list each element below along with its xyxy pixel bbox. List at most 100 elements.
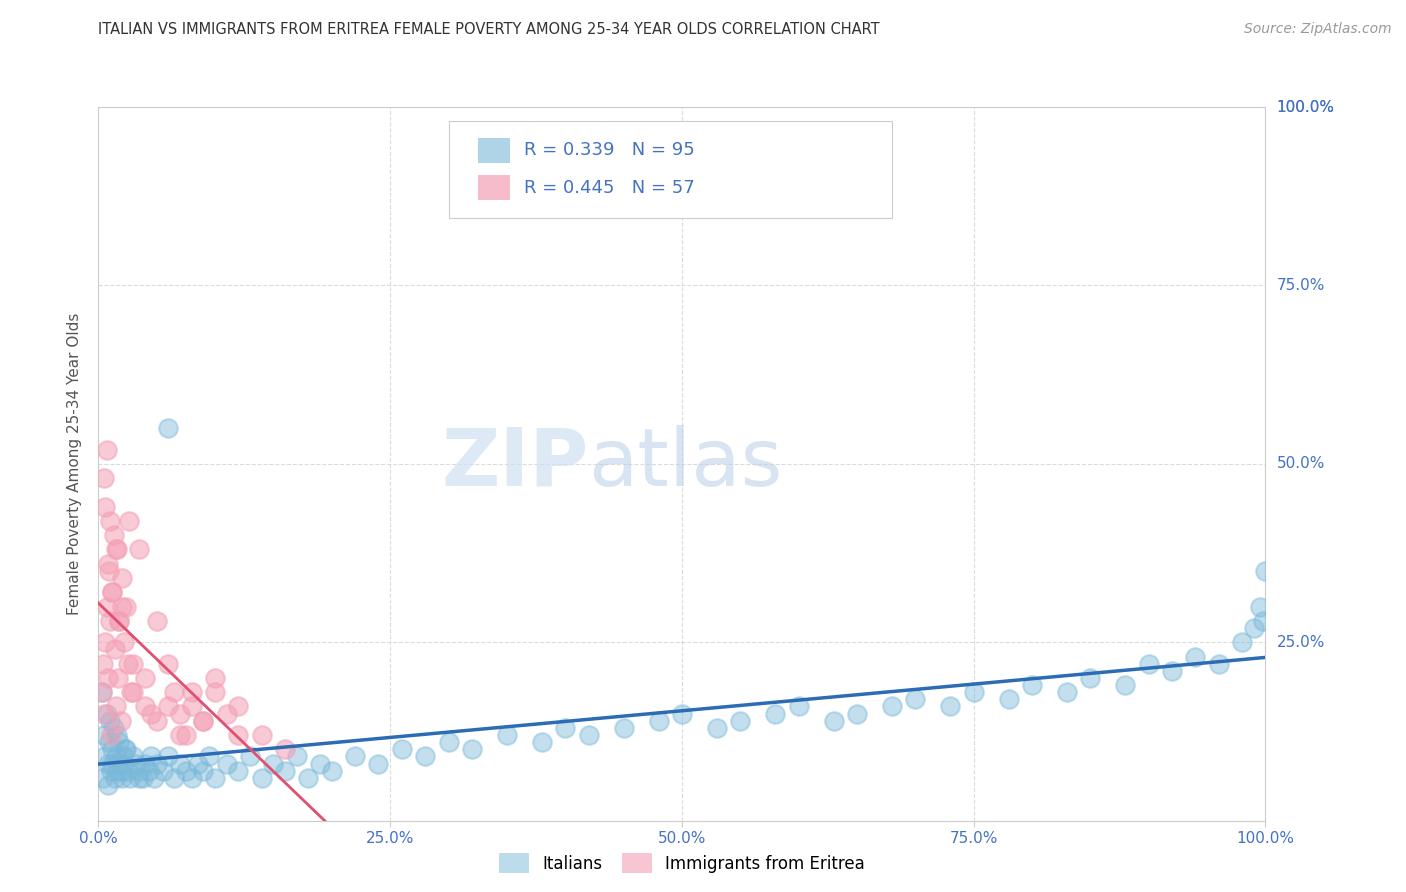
Point bbox=[91, 657, 114, 671]
Point bbox=[115, 742, 138, 756]
Text: 50.0%: 50.0% bbox=[1277, 457, 1324, 471]
Y-axis label: Female Poverty Among 25-34 Year Olds: Female Poverty Among 25-34 Year Olds bbox=[67, 313, 83, 615]
Point bbox=[413, 749, 436, 764]
Point bbox=[101, 585, 124, 599]
Point bbox=[530, 735, 553, 749]
Point bbox=[97, 671, 120, 685]
Point bbox=[107, 671, 129, 685]
Point bbox=[274, 764, 297, 778]
Point bbox=[128, 542, 150, 557]
Point bbox=[198, 749, 221, 764]
Point bbox=[120, 685, 142, 699]
Point bbox=[96, 599, 118, 614]
Point bbox=[104, 542, 127, 557]
Point bbox=[134, 756, 156, 771]
Point bbox=[612, 721, 634, 735]
Point bbox=[262, 756, 284, 771]
Text: Source: ZipAtlas.com: Source: ZipAtlas.com bbox=[1244, 22, 1392, 37]
Point bbox=[1208, 657, 1230, 671]
Point bbox=[285, 749, 308, 764]
Point bbox=[823, 714, 845, 728]
Point bbox=[228, 699, 250, 714]
Point bbox=[962, 685, 984, 699]
Text: ITALIAN VS IMMIGRANTS FROM ERITREA FEMALE POVERTY AMONG 25-34 YEAR OLDS CORRELAT: ITALIAN VS IMMIGRANTS FROM ERITREA FEMAL… bbox=[98, 22, 880, 37]
Point bbox=[90, 685, 112, 699]
Point bbox=[146, 714, 169, 728]
Point bbox=[845, 706, 868, 721]
Text: R = 0.339   N = 95: R = 0.339 N = 95 bbox=[524, 141, 695, 159]
Point bbox=[93, 728, 115, 742]
Point bbox=[117, 764, 139, 778]
Point bbox=[97, 735, 120, 749]
Point bbox=[1230, 635, 1253, 649]
Point bbox=[122, 657, 145, 671]
Point bbox=[110, 764, 132, 778]
Point bbox=[152, 764, 174, 778]
Point bbox=[146, 614, 169, 628]
FancyBboxPatch shape bbox=[478, 137, 510, 162]
Point bbox=[100, 728, 122, 742]
Point bbox=[1056, 685, 1078, 699]
Point bbox=[93, 471, 115, 485]
Point bbox=[169, 728, 191, 742]
Point bbox=[730, 714, 752, 728]
Point bbox=[143, 771, 166, 785]
Point bbox=[250, 771, 273, 785]
Point bbox=[228, 764, 250, 778]
Point bbox=[174, 728, 197, 742]
Point bbox=[104, 749, 127, 764]
Text: 25.0%: 25.0% bbox=[1277, 635, 1324, 649]
Point bbox=[115, 599, 138, 614]
Point bbox=[763, 706, 786, 721]
Point bbox=[111, 599, 134, 614]
Point bbox=[94, 500, 117, 514]
Point bbox=[146, 756, 169, 771]
Point bbox=[105, 728, 128, 742]
Point bbox=[139, 706, 162, 721]
Point bbox=[138, 764, 160, 778]
Point bbox=[461, 742, 484, 756]
Point bbox=[91, 771, 114, 785]
Point bbox=[904, 692, 927, 706]
Point bbox=[104, 642, 127, 657]
Point bbox=[132, 771, 155, 785]
Point bbox=[98, 714, 121, 728]
Point bbox=[122, 749, 145, 764]
Point bbox=[193, 714, 215, 728]
Point bbox=[1021, 678, 1043, 692]
Point bbox=[344, 749, 367, 764]
Point bbox=[96, 706, 118, 721]
Point bbox=[215, 706, 238, 721]
Point bbox=[437, 735, 460, 749]
Point bbox=[647, 714, 669, 728]
Point bbox=[671, 706, 693, 721]
Point bbox=[215, 756, 238, 771]
Text: 100.0%: 100.0% bbox=[1277, 100, 1334, 114]
Point bbox=[239, 749, 262, 764]
Point bbox=[93, 706, 115, 721]
Point bbox=[117, 657, 139, 671]
Point bbox=[134, 671, 156, 685]
Point bbox=[128, 771, 150, 785]
Point bbox=[105, 542, 128, 557]
Text: R = 0.445   N = 57: R = 0.445 N = 57 bbox=[524, 178, 695, 196]
Point bbox=[98, 514, 121, 528]
Point bbox=[112, 635, 135, 649]
Legend: Italians, Immigrants from Eritrea: Italians, Immigrants from Eritrea bbox=[492, 847, 872, 880]
Point bbox=[122, 685, 145, 699]
Point bbox=[880, 699, 903, 714]
Point bbox=[997, 692, 1019, 706]
Text: 75.0%: 75.0% bbox=[1277, 278, 1324, 293]
Point bbox=[1249, 599, 1271, 614]
Point bbox=[1251, 614, 1274, 628]
Point bbox=[105, 764, 128, 778]
Point bbox=[114, 742, 136, 756]
Point bbox=[157, 749, 180, 764]
Point bbox=[94, 635, 117, 649]
Point bbox=[97, 564, 120, 578]
Point bbox=[228, 728, 250, 742]
Point bbox=[309, 756, 332, 771]
Point bbox=[97, 756, 120, 771]
FancyBboxPatch shape bbox=[478, 175, 510, 200]
Text: 100.0%: 100.0% bbox=[1277, 100, 1334, 114]
